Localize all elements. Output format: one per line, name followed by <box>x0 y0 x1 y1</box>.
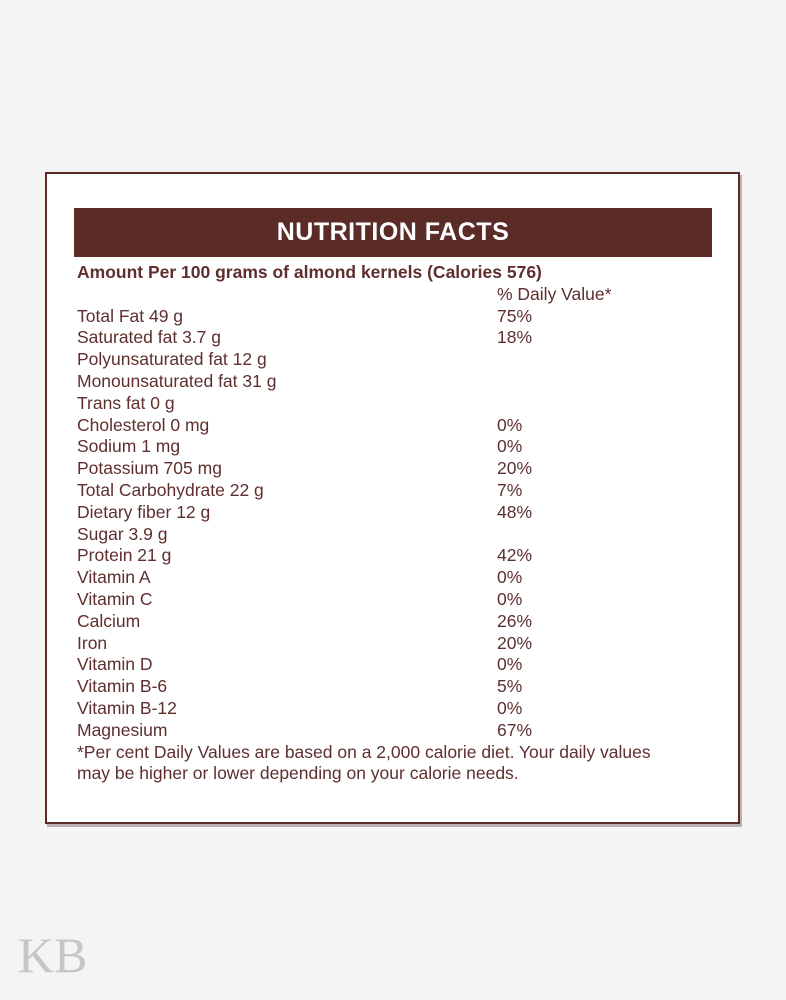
nutrient-name: Vitamin B-12 <box>77 697 177 718</box>
nutrient-row-monounsaturated-fat: Monounsaturated fat 31 g <box>77 371 697 393</box>
nutrient-name: Magnesium <box>77 719 168 740</box>
nutrient-daily-value: 20% <box>497 458 533 479</box>
nutrient-row-vitamin-c: Vitamin C 0% <box>77 589 697 611</box>
nutrient-row-total-carbohydrate: Total Carbohydrate 22 g 7% <box>77 480 697 502</box>
nutrient-name: Total Fat 49 g <box>77 305 184 326</box>
nutrient-name: Protein 21 g <box>77 545 172 566</box>
nutrition-facts-content: Amount Per 100 grams of almond kernels (… <box>77 262 697 785</box>
nutrient-row-potassium: Potassium 705 mg 20% <box>77 458 697 480</box>
nutrient-row-total-fat: Total Fat 49 g 75% <box>77 306 697 328</box>
nutrient-name: Vitamin B-6 <box>77 676 168 697</box>
nutrient-row-vitamin-a: Vitamin A 0% <box>77 567 697 589</box>
daily-value-footnote: *Per cent Daily Values are based on a 2,… <box>77 741 651 784</box>
nutrient-row-trans-fat: Trans fat 0 g <box>77 393 697 415</box>
nutrition-facts-card: NUTRITION FACTS Amount Per 100 grams of … <box>45 172 740 824</box>
nutrient-row-dietary-fiber: Dietary fiber 12 g 48% <box>77 502 697 524</box>
nutrient-name: Vitamin A <box>77 567 151 588</box>
nutrition-facts-title-bar: NUTRITION FACTS <box>74 208 712 257</box>
nutrient-row-vitamin-b12: Vitamin B-12 0% <box>77 698 697 720</box>
nutrient-daily-value: 67% <box>497 719 533 740</box>
nutrient-row-saturated-fat: Saturated fat 3.7 g 18% <box>77 327 697 349</box>
nutrient-row-iron: Iron 20% <box>77 633 697 655</box>
daily-value-column-header: % Daily Value* <box>497 283 612 304</box>
nutrient-name: Vitamin C <box>77 588 153 609</box>
nutrient-row-magnesium: Magnesium 67% <box>77 720 697 742</box>
nutrient-row-sugar: Sugar 3.9 g <box>77 524 697 546</box>
nutrient-name: Potassium 705 mg <box>77 458 222 479</box>
nutrient-daily-value: 26% <box>497 610 533 631</box>
nutrient-name: Cholesterol 0 mg <box>77 414 210 435</box>
serving-amount-line: Amount Per 100 grams of almond kernels (… <box>77 262 542 282</box>
nutrient-name: Sodium 1 mg <box>77 436 181 457</box>
nutrient-name: Vitamin D <box>77 654 153 675</box>
nutrient-daily-value: 75% <box>497 305 533 326</box>
nutrient-name: Dietary fiber 12 g <box>77 501 211 522</box>
nutrient-row-vitamin-b6: Vitamin B-6 5% <box>77 676 697 698</box>
nutrient-name: Calcium <box>77 610 141 631</box>
nutrient-daily-value: 7% <box>497 479 523 500</box>
nutrient-row-cholesterol: Cholesterol 0 mg 0% <box>77 415 697 437</box>
nutrient-name: Iron <box>77 632 108 653</box>
nutrient-daily-value: 48% <box>497 501 533 522</box>
nutrient-row-protein: Protein 21 g 42% <box>77 545 697 567</box>
nutrition-facts-title: NUTRITION FACTS <box>276 218 510 246</box>
nutrient-daily-value: 0% <box>497 588 523 609</box>
kb-watermark: KB <box>18 927 88 983</box>
nutrient-daily-value: 0% <box>497 697 523 718</box>
nutrient-name: Saturated fat 3.7 g <box>77 327 221 348</box>
nutrient-daily-value: 18% <box>497 327 533 348</box>
nutrient-name: Sugar 3.9 g <box>77 523 168 544</box>
nutrient-daily-value: 5% <box>497 676 523 697</box>
nutrient-daily-value: 0% <box>497 436 523 457</box>
nutrient-name: Monounsaturated fat 31 g <box>77 370 277 391</box>
nutrient-row-vitamin-d: Vitamin D 0% <box>77 654 697 676</box>
nutrient-daily-value: 0% <box>497 654 523 675</box>
nutrient-row-sodium: Sodium 1 mg 0% <box>77 436 697 458</box>
nutrient-daily-value: 0% <box>497 414 523 435</box>
nutrient-name: Total Carbohydrate 22 g <box>77 479 264 500</box>
nutrient-daily-value: 20% <box>497 632 533 653</box>
nutrient-row-calcium: Calcium 26% <box>77 611 697 633</box>
nutrient-daily-value: 0% <box>497 567 523 588</box>
nutrient-daily-value: 42% <box>497 545 533 566</box>
nutrient-rows: Total Fat 49 g 75% Saturated fat 3.7 g 18%… <box>77 306 697 742</box>
nutrient-row-polyunsaturated-fat: Polyunsaturated fat 12 g <box>77 349 697 371</box>
nutrient-name: Trans fat 0 g <box>77 392 175 413</box>
nutrient-name: Polyunsaturated fat 12 g <box>77 349 267 370</box>
